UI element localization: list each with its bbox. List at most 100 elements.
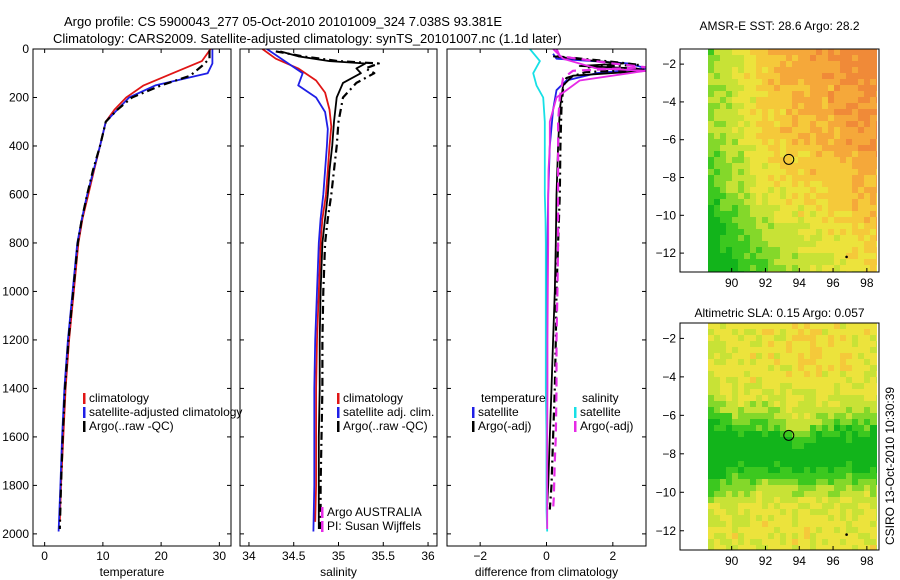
heatmap-cell xyxy=(732,121,739,128)
heatmap-cell xyxy=(834,67,841,74)
heatmap-cell xyxy=(840,395,847,402)
heatmap-cell xyxy=(852,533,859,540)
heatmap-cell xyxy=(750,241,757,248)
heatmap-cell xyxy=(804,341,811,348)
heatmap-cell xyxy=(798,389,805,396)
x-tick-label: 0 xyxy=(543,549,550,563)
heatmap-cell xyxy=(792,545,799,551)
heatmap-cell xyxy=(768,61,775,68)
header-line-2: Climatology: CARS2009. Satellite-adjuste… xyxy=(53,31,562,46)
lon-tick-label: 94 xyxy=(793,554,807,568)
legend-satellite-adjusted-swatch xyxy=(83,407,86,418)
heatmap-cell xyxy=(726,359,733,366)
heatmap-cell xyxy=(840,253,847,260)
heatmap-cell xyxy=(828,235,835,242)
heatmap-cell xyxy=(792,97,799,104)
heatmap-cell xyxy=(768,247,775,254)
heatmap-cell xyxy=(804,115,811,122)
heatmap-cell xyxy=(876,383,878,390)
heatmap-cell xyxy=(810,211,817,218)
heatmap-cell xyxy=(840,187,847,194)
heatmap-cell xyxy=(852,175,859,182)
heatmap-cell xyxy=(804,241,811,248)
heatmap-cell xyxy=(864,241,871,248)
heatmap-cell xyxy=(798,91,805,98)
heatmap-cell xyxy=(738,425,745,432)
heatmap-cell xyxy=(822,67,829,74)
heatmap-cell xyxy=(846,235,853,242)
heatmap-cell xyxy=(834,223,841,230)
heatmap-cell xyxy=(864,97,871,104)
heatmap-cell xyxy=(822,539,829,546)
heatmap-cell xyxy=(810,133,817,140)
heatmap-cell xyxy=(744,473,751,480)
heatmap-cell xyxy=(732,341,739,348)
heatmap-cell xyxy=(810,247,817,254)
heatmap-cell xyxy=(750,157,757,164)
heatmap-cell xyxy=(726,323,733,330)
heatmap-cell xyxy=(846,121,853,128)
heatmap-cell xyxy=(762,85,769,92)
heatmap-cell xyxy=(828,413,835,420)
annotation-argo-australia: Argo AUSTRALIA xyxy=(327,505,422,519)
heatmap-cell xyxy=(810,109,817,116)
legend-header-salinity: salinity xyxy=(582,391,619,405)
heatmap-cell xyxy=(852,127,859,134)
heatmap-cell xyxy=(846,187,853,194)
heatmap-cell xyxy=(780,539,787,546)
heatmap-cell xyxy=(762,365,769,372)
heatmap-cell xyxy=(822,509,829,516)
heatmap-cell xyxy=(858,521,865,528)
heatmap-cell xyxy=(840,151,847,158)
heatmap-cell xyxy=(708,91,715,98)
heatmap-cell xyxy=(744,109,751,116)
heatmap-cell xyxy=(840,521,847,528)
heatmap-cell xyxy=(750,259,757,266)
heatmap-cell xyxy=(738,49,745,56)
heatmap-cell xyxy=(732,223,739,230)
heatmap-cell xyxy=(828,371,835,378)
heatmap-cell xyxy=(720,539,727,546)
heatmap-cell xyxy=(732,533,739,540)
heatmap-cell xyxy=(852,79,859,86)
heatmap-cell xyxy=(786,79,793,86)
heatmap-cell xyxy=(798,217,805,224)
heatmap-cell xyxy=(828,163,835,170)
heatmap-cell xyxy=(834,145,841,152)
heatmap-cell xyxy=(732,193,739,200)
heatmap-cell xyxy=(786,491,793,498)
heatmap-cell xyxy=(714,431,721,438)
heatmap-cell xyxy=(780,229,787,236)
heatmap-cell xyxy=(870,497,877,504)
heatmap-cell xyxy=(876,527,878,534)
heatmap-cell xyxy=(870,67,877,74)
heatmap-cell xyxy=(852,431,859,438)
heatmap-cell xyxy=(852,199,859,206)
heatmap-cell xyxy=(822,341,829,348)
heatmap-cell xyxy=(852,413,859,420)
heatmap-cell xyxy=(810,121,817,128)
heatmap-cell xyxy=(798,265,805,272)
heatmap-cell xyxy=(858,449,865,456)
heatmap-cell xyxy=(876,341,878,348)
heatmap-cell xyxy=(768,163,775,170)
heatmap-cell xyxy=(858,353,865,360)
heatmap-cell xyxy=(768,365,775,372)
heatmap-cell xyxy=(708,67,715,74)
heatmap-cell xyxy=(738,467,745,474)
heatmap-cell xyxy=(792,187,799,194)
heatmap-cell xyxy=(708,133,715,140)
heatmap-cell xyxy=(846,389,853,396)
heatmap-cell xyxy=(738,347,745,354)
heatmap-cell xyxy=(816,323,823,330)
y-tick-label: 1200 xyxy=(2,333,29,347)
heatmap-cell xyxy=(708,61,715,68)
lon-tick-label: 94 xyxy=(793,276,807,290)
heatmap-cell xyxy=(804,259,811,266)
heatmap-cell xyxy=(786,145,793,152)
heatmap-cell xyxy=(768,527,775,534)
heatmap-cell xyxy=(768,425,775,432)
heatmap-cell xyxy=(720,473,727,480)
heatmap-cell xyxy=(816,545,823,551)
heatmap-cell xyxy=(708,515,715,522)
